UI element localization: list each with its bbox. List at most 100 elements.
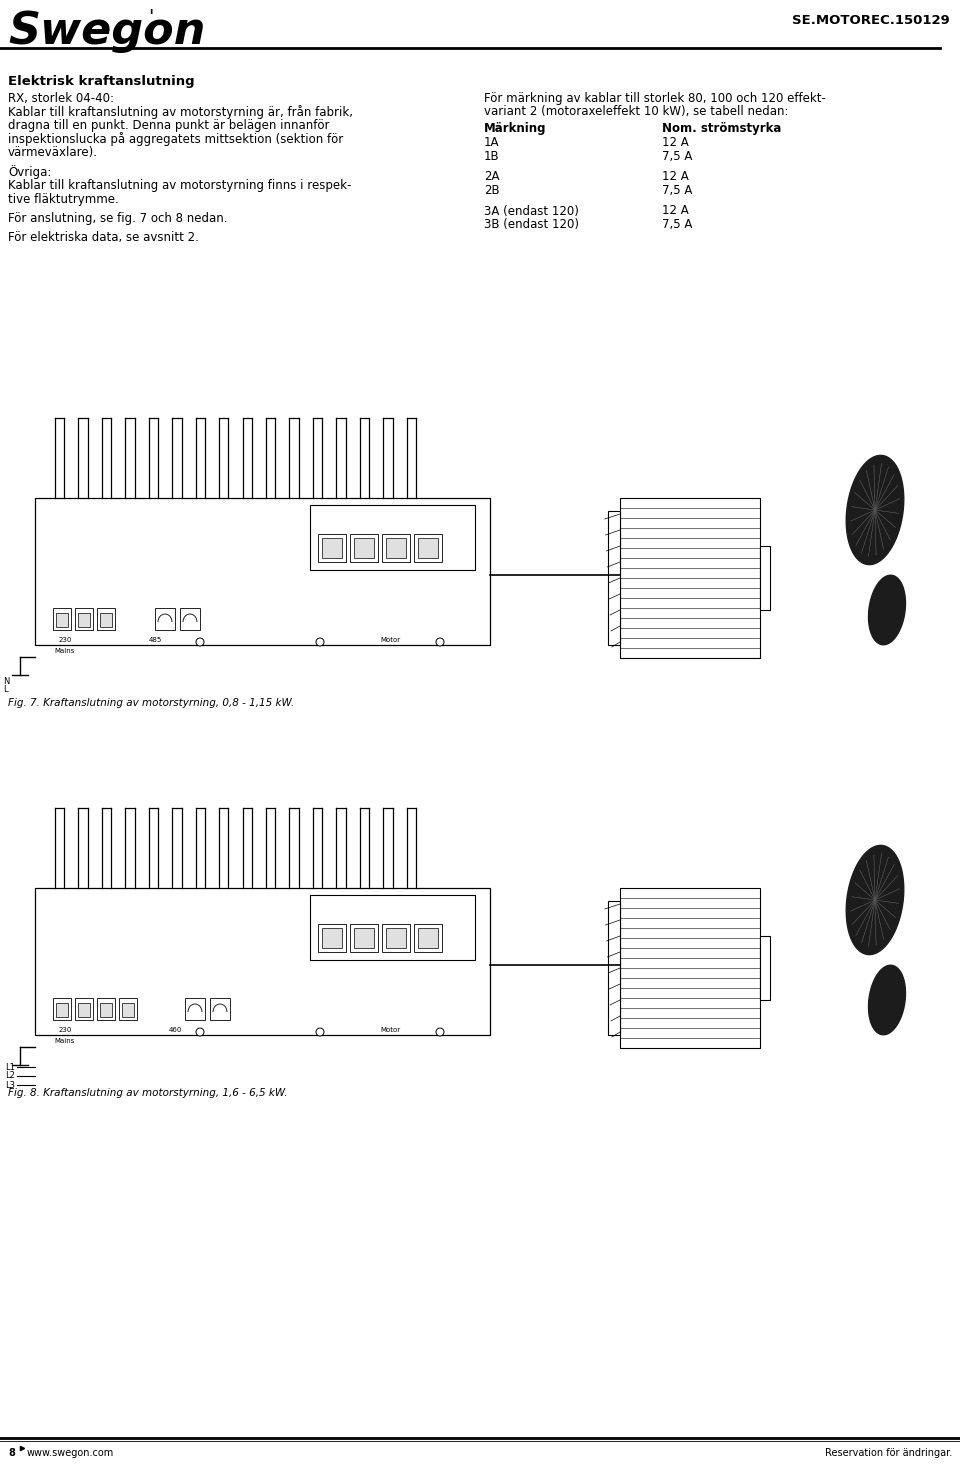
- Bar: [350, 924, 378, 952]
- Text: 12 A: 12 A: [662, 204, 688, 217]
- Text: 3A (endast 120): 3A (endast 120): [484, 204, 579, 217]
- Circle shape: [316, 1029, 324, 1036]
- Text: Nom. strömstyrka: Nom. strömstyrka: [662, 123, 781, 134]
- Polygon shape: [846, 455, 903, 565]
- Bar: [100, 613, 112, 627]
- Bar: [418, 928, 438, 947]
- Bar: [414, 534, 442, 562]
- Bar: [180, 607, 200, 630]
- Text: tive fläktutrymme.: tive fläktutrymme.: [8, 192, 119, 205]
- Text: RX, storlek 04-40:: RX, storlek 04-40:: [8, 92, 114, 105]
- Bar: [97, 998, 115, 1020]
- Bar: [97, 607, 115, 630]
- Text: N: N: [3, 677, 10, 686]
- Text: L3: L3: [5, 1080, 15, 1089]
- Bar: [75, 998, 93, 1020]
- Text: Mains: Mains: [55, 647, 75, 653]
- Bar: [760, 936, 770, 1001]
- Text: 485: 485: [149, 637, 161, 643]
- Text: Swegon: Swegon: [8, 10, 205, 53]
- Text: Märkning: Märkning: [484, 123, 546, 134]
- Bar: [35, 888, 490, 1035]
- Bar: [78, 1004, 90, 1017]
- Bar: [155, 607, 175, 630]
- Text: dragna till en punkt. Denna punkt är belägen innanför: dragna till en punkt. Denna punkt är bel…: [8, 120, 329, 132]
- Bar: [78, 613, 90, 627]
- Bar: [122, 1004, 134, 1017]
- Text: För anslutning, se fig. 7 och 8 nedan.: För anslutning, se fig. 7 och 8 nedan.: [8, 211, 228, 225]
- Bar: [322, 928, 342, 947]
- Circle shape: [196, 638, 204, 646]
- Text: Reservation för ändringar.: Reservation för ändringar.: [825, 1448, 952, 1457]
- Text: För elektriska data, se avsnitt 2.: För elektriska data, se avsnitt 2.: [8, 232, 199, 244]
- Text: 460: 460: [168, 1027, 181, 1033]
- Text: 230: 230: [59, 1027, 72, 1033]
- Text: Kablar till kraftanslutning av motorstyrning finns i respek-: Kablar till kraftanslutning av motorstyr…: [8, 179, 351, 192]
- Bar: [620, 498, 760, 658]
- Text: Fig. 8. Kraftanslutning av motorstyrning, 1,6 - 6,5 kW.: Fig. 8. Kraftanslutning av motorstyrning…: [8, 1088, 287, 1098]
- Text: Kablar till kraftanslutning av motorstyrning är, från fabrik,: Kablar till kraftanslutning av motorstyr…: [8, 105, 353, 120]
- Bar: [608, 511, 620, 646]
- Bar: [119, 998, 137, 1020]
- Text: 2B: 2B: [484, 183, 499, 197]
- Text: Elektrisk kraftanslutning: Elektrisk kraftanslutning: [8, 75, 195, 89]
- Bar: [608, 900, 620, 1035]
- Bar: [53, 607, 71, 630]
- Text: 1A: 1A: [484, 136, 499, 149]
- Bar: [322, 538, 342, 559]
- Text: Motor: Motor: [380, 1027, 400, 1033]
- Text: 230: 230: [59, 637, 72, 643]
- Text: Övriga:: Övriga:: [8, 166, 52, 179]
- Polygon shape: [846, 845, 903, 955]
- Bar: [100, 1004, 112, 1017]
- Text: L: L: [3, 684, 8, 695]
- Bar: [386, 538, 406, 559]
- Bar: [354, 928, 374, 947]
- Text: www.swegon.com: www.swegon.com: [27, 1448, 114, 1457]
- Text: 7,5 A: 7,5 A: [662, 149, 692, 163]
- Bar: [318, 534, 346, 562]
- Circle shape: [436, 638, 444, 646]
- Bar: [56, 613, 68, 627]
- Bar: [418, 538, 438, 559]
- Text: 7,5 A: 7,5 A: [662, 217, 692, 231]
- Bar: [310, 505, 475, 571]
- Text: 1B: 1B: [484, 149, 499, 163]
- Bar: [210, 998, 230, 1020]
- Text: variant 2 (motoraxeleffekt 10 kW), se tabell nedan:: variant 2 (motoraxeleffekt 10 kW), se ta…: [484, 105, 788, 118]
- Bar: [414, 924, 442, 952]
- Bar: [620, 888, 760, 1048]
- Text: 3B (endast 120): 3B (endast 120): [484, 217, 579, 231]
- Circle shape: [436, 1029, 444, 1036]
- Text: 2A: 2A: [484, 170, 499, 183]
- Bar: [382, 534, 410, 562]
- Bar: [75, 607, 93, 630]
- Circle shape: [316, 638, 324, 646]
- Text: Mains: Mains: [55, 1038, 75, 1043]
- Bar: [354, 538, 374, 559]
- Text: Motor: Motor: [380, 637, 400, 643]
- Text: 7,5 A: 7,5 A: [662, 183, 692, 197]
- Text: 8: 8: [8, 1448, 14, 1457]
- Bar: [185, 998, 205, 1020]
- Text: 12 A: 12 A: [662, 136, 688, 149]
- Bar: [382, 924, 410, 952]
- Text: Fig. 7. Kraftanslutning av motorstyrning, 0,8 - 1,15 kW.: Fig. 7. Kraftanslutning av motorstyrning…: [8, 698, 294, 708]
- Bar: [350, 534, 378, 562]
- Text: För märkning av kablar till storlek 80, 100 och 120 effekt-: För märkning av kablar till storlek 80, …: [484, 92, 826, 105]
- Circle shape: [196, 1029, 204, 1036]
- Text: inspektionslucka på aggregatets mittsektion (sektion för: inspektionslucka på aggregatets mittsekt…: [8, 133, 344, 146]
- Text: SE.MOTOREC.150129: SE.MOTOREC.150129: [792, 13, 950, 27]
- Bar: [56, 1004, 68, 1017]
- Text: L1: L1: [5, 1063, 15, 1072]
- Text: ': ': [148, 7, 154, 27]
- Bar: [760, 545, 770, 610]
- Polygon shape: [869, 575, 905, 644]
- Bar: [310, 896, 475, 961]
- Bar: [318, 924, 346, 952]
- Text: 12 A: 12 A: [662, 170, 688, 183]
- Bar: [53, 998, 71, 1020]
- Text: värmeväxlare).: värmeväxlare).: [8, 146, 98, 160]
- Polygon shape: [869, 965, 905, 1035]
- Bar: [35, 498, 490, 644]
